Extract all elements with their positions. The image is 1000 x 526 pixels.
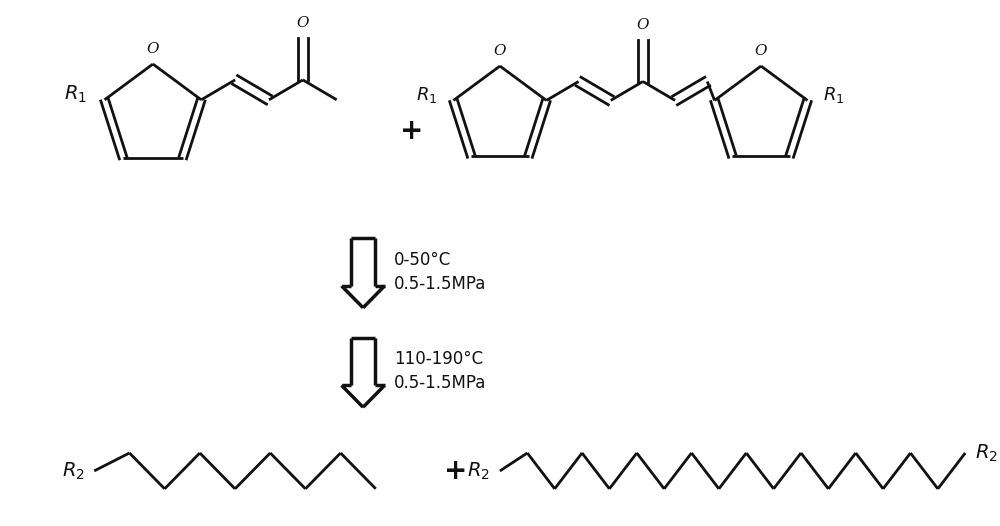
Text: 0.5-1.5MPa: 0.5-1.5MPa xyxy=(394,375,487,392)
Text: $R_2$: $R_2$ xyxy=(467,460,490,481)
Text: $R_1$: $R_1$ xyxy=(64,84,87,106)
Text: O: O xyxy=(755,44,767,58)
Text: 0-50°C: 0-50°C xyxy=(394,251,452,269)
Text: O: O xyxy=(637,18,649,32)
Text: 110-190°C: 110-190°C xyxy=(394,350,483,369)
Text: $R_2$: $R_2$ xyxy=(975,442,998,463)
Text: 0.5-1.5MPa: 0.5-1.5MPa xyxy=(394,275,487,293)
Text: +: + xyxy=(400,117,424,145)
Text: O: O xyxy=(147,42,159,56)
Text: +: + xyxy=(444,457,468,485)
Text: O: O xyxy=(297,16,309,30)
Text: $R_1$: $R_1$ xyxy=(416,85,438,105)
Text: $R_1$: $R_1$ xyxy=(823,85,845,105)
Text: O: O xyxy=(494,44,506,58)
Text: $R_2$: $R_2$ xyxy=(62,460,84,481)
